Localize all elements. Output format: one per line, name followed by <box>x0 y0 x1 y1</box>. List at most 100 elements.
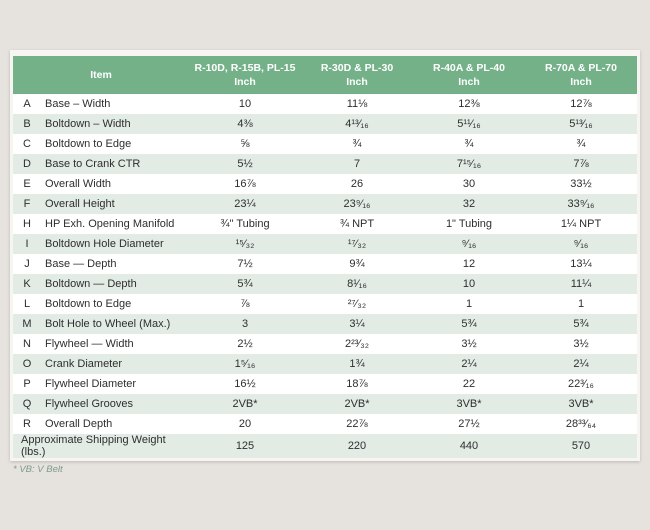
table-row: R Overall Depth 20 22⅞ 27½ 28³³⁄₆₄ <box>13 414 637 434</box>
row-value: 2VB* <box>344 398 370 410</box>
table-row: D Base to Crank CTR 5½ 7 7¹⁵⁄₁₆ 7⅞ <box>13 154 637 174</box>
column-header-models: R-10D, R-15B, PL-15 <box>194 62 296 74</box>
row-value: 12 <box>462 258 476 270</box>
row-value: 12⅞ <box>570 98 592 110</box>
table-row: E Overall Width 16⅞ 26 30 33½ <box>13 174 637 194</box>
row-value: 2²³⁄₃₂ <box>344 338 370 350</box>
table-row: C Boltdown to Edge ⅝ ¾ ¾ ¾ <box>13 134 637 154</box>
row-value: 1¼ NPT <box>560 218 602 230</box>
row-item-label: Overall Height <box>45 198 115 210</box>
row-value: 27½ <box>458 418 480 430</box>
row-value: ⁹⁄₁₆ <box>461 238 477 250</box>
row-value: 3½ <box>573 338 589 350</box>
row-item-label: Overall Width <box>45 178 112 190</box>
row-value: 7¹⁵⁄₁₆ <box>456 158 482 170</box>
spec-table: Item R-10D, R-15B, PL-15 Inch R-30D & PL… <box>13 56 637 458</box>
row-value: 5¾ <box>237 278 253 290</box>
row-value: 7⅞ <box>573 158 589 170</box>
row-value: 7 <box>353 158 361 170</box>
column-header: R-30D & PL-30 Inch <box>301 56 413 94</box>
row-value: 33⁹⁄₁₆ <box>567 198 595 210</box>
row-item-label: Base to Crank CTR <box>45 158 141 170</box>
row-value: 22³⁄₁₆ <box>568 378 594 390</box>
table-row: J Base — Depth 7½ 9¾ 12 13¼ <box>13 254 637 274</box>
row-letter: L <box>23 298 31 310</box>
row-value: 5½ <box>237 158 253 170</box>
row-value: ²⁷⁄₃₂ <box>347 298 367 310</box>
row-letter: B <box>23 118 31 130</box>
row-value: 20 <box>238 418 252 430</box>
row-value: 3VB* <box>456 398 482 410</box>
column-header: R-40A & PL-40 Inch <box>413 56 525 94</box>
row-value: ⅞ <box>240 298 250 310</box>
column-header-unit: Inch <box>346 76 368 88</box>
row-value: 1 <box>577 298 585 310</box>
table-row: H HP Exh. Opening Manifold ¾" Tubing ¾ NPT 1… <box>13 214 637 234</box>
row-value: 5¾ <box>461 318 477 330</box>
row-value: 3VB* <box>568 398 594 410</box>
row-value: 5¹³⁄₁₆ <box>569 118 593 130</box>
row-letter: K <box>23 278 31 290</box>
row-value: 18⅞ <box>346 378 368 390</box>
spec-table-card: Item R-10D, R-15B, PL-15 Inch R-30D & PL… <box>10 50 640 461</box>
row-value: 2VB* <box>232 398 258 410</box>
footnote: * VB: V Belt <box>13 464 63 475</box>
row-letter: N <box>23 338 31 350</box>
row-value: ¾ <box>352 138 362 150</box>
row-value: 1" Tubing <box>445 218 493 230</box>
column-header-unit: Inch <box>234 76 256 88</box>
row-item-label: Boltdown Hole Diameter <box>45 238 164 250</box>
column-header-models: R-70A & PL-70 <box>545 62 617 74</box>
row-value: 4⅜ <box>237 118 253 130</box>
row-value: ¾ <box>576 138 586 150</box>
row-value: 10 <box>462 278 476 290</box>
row-letter: M <box>22 318 32 330</box>
table-row: A Base – Width 10 11⅛ 12⅜ 12⅞ <box>13 94 637 114</box>
row-value: 28³³⁄₆₄ <box>565 418 597 430</box>
row-item-label: Base — Depth <box>45 258 117 270</box>
row-value: ¹⁵⁄₃₂ <box>235 238 255 250</box>
summary-row: Approximate Shipping Weight (lbs.) 125 2… <box>13 434 637 458</box>
row-letter: F <box>23 198 31 210</box>
row-value: 10 <box>238 98 252 110</box>
row-item-label: Overall Depth <box>45 418 113 430</box>
row-item-label: Base – Width <box>45 98 111 110</box>
row-value: 3¼ <box>349 318 365 330</box>
table-row: N Flywheel — Width 2½ 2²³⁄₃₂ 3½ 3½ <box>13 334 637 354</box>
row-value: 32 <box>462 198 476 210</box>
header-item-label: Item <box>13 56 189 94</box>
row-letter: J <box>24 258 30 270</box>
column-header: R-10D, R-15B, PL-15 Inch <box>189 56 301 94</box>
row-letter: I <box>25 238 29 250</box>
row-value: 2½ <box>237 338 253 350</box>
row-item-label: Boltdown — Depth <box>45 278 137 290</box>
column-header-unit: Inch <box>570 76 592 88</box>
row-value: 3 <box>241 318 249 330</box>
row-value: ¹⁷⁄₃₂ <box>347 238 367 250</box>
column-header-unit: Inch <box>458 76 480 88</box>
row-letter: A <box>23 98 31 110</box>
row-letter: O <box>22 358 32 370</box>
row-letter: P <box>23 378 31 390</box>
table-row: K Boltdown — Depth 5¾ 8¹⁄₁₆ 10 11¼ <box>13 274 637 294</box>
column-header-models: R-30D & PL-30 <box>320 62 394 74</box>
row-item-label: Flywheel Diameter <box>45 378 137 390</box>
row-value: 26 <box>350 178 364 190</box>
row-letter: H <box>23 218 31 230</box>
table-row: P Flywheel Diameter 16½ 18⅞ 22 22³⁄₁₆ <box>13 374 637 394</box>
row-value: 30 <box>462 178 476 190</box>
row-item-label: Boltdown to Edge <box>45 138 132 150</box>
row-letter: E <box>23 178 31 190</box>
row-value: 1¾ <box>349 358 365 370</box>
row-value: 22⅞ <box>346 418 368 430</box>
summary-label: Approximate Shipping Weight (lbs.) <box>21 434 166 458</box>
summary-value: 570 <box>571 440 591 452</box>
row-item-label: Crank Diameter <box>45 358 123 370</box>
row-value: 2¼ <box>573 358 589 370</box>
row-value: 22 <box>462 378 476 390</box>
row-value: 23⁹⁄₁₆ <box>343 198 371 210</box>
row-value: 2¼ <box>461 358 477 370</box>
row-letter: C <box>23 138 31 150</box>
table-row: Q Flywheel Grooves 2VB* 2VB* 3VB* 3VB* <box>13 394 637 414</box>
